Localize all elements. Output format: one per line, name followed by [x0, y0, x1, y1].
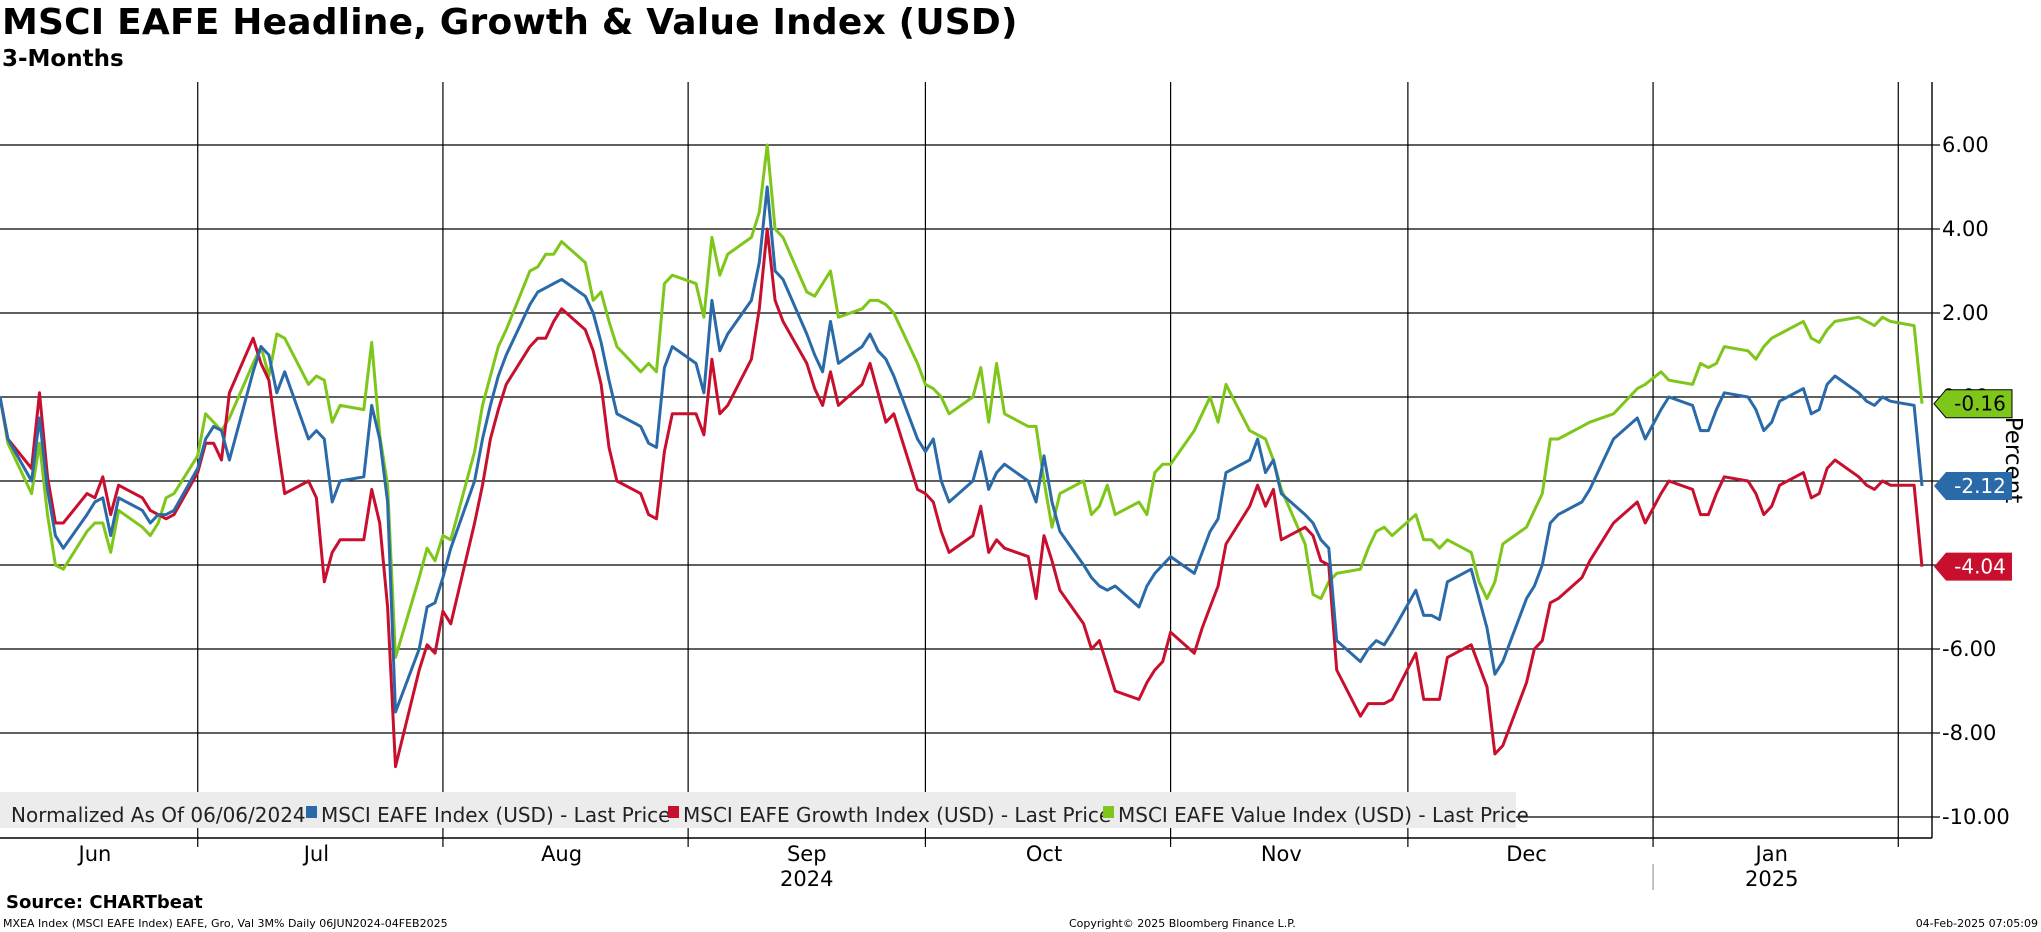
footer-ticker-info: MXEA Index (MSCI EAFE Index) EAFE, Gro, … [3, 917, 448, 930]
last-value-label: -4.04 [1954, 555, 2006, 579]
grid-layer [0, 82, 1932, 838]
badge-shape [1933, 389, 2013, 419]
x-month-label: Oct [1026, 842, 1062, 866]
x-month-label: Sep [787, 842, 827, 866]
series-line-value-index [0, 143, 1924, 659]
legend: Normalized As Of 06/06/2024 MSCI EAFE Ind… [0, 792, 1529, 828]
series-layer [0, 143, 1924, 769]
x-month-label: Jul [302, 842, 329, 866]
x-year-label: 2024 [780, 867, 833, 891]
x-month-label: Jan [1754, 842, 1788, 866]
x-month-label: Dec [1506, 842, 1547, 866]
y-tick-label: 4.00 [1942, 217, 1989, 241]
axis-layer: 6.004.002.000.00-2.00-4.00-6.00-8.00-10.… [0, 82, 2026, 891]
legend-label-value-index: MSCI EAFE Value Index (USD) - Last Price [1118, 803, 1529, 827]
last-value-badge-headline-index: -2.12 [1934, 472, 2012, 501]
last-value-badge-value-index: -0.16 [1933, 389, 2013, 419]
footer-copyright: Copyright© 2025 Bloomberg Finance L.P. [1069, 917, 1296, 930]
legend-swatch-growth-index [668, 806, 679, 818]
chart-subtitle: 3-Months [2, 46, 124, 72]
y-tick-label: -10.00 [1942, 805, 2010, 829]
x-month-label: Nov [1261, 842, 1302, 866]
y-tick-label: 6.00 [1942, 133, 1989, 157]
y-tick-label: -8.00 [1942, 721, 1996, 745]
legend-background [0, 792, 1516, 828]
badge-shape [1934, 552, 2012, 581]
legend-label-growth-index: MSCI EAFE Growth Index (USD) - Last Pric… [683, 803, 1111, 827]
y-tick-label: 2.00 [1942, 301, 1989, 325]
chart-title: MSCI EAFE Headline, Growth & Value Index… [2, 2, 1018, 43]
legend-prefix: Normalized As Of 06/06/2024 [11, 803, 306, 827]
footer-timestamp: 04-Feb-2025 07:05:09 [1915, 917, 2038, 930]
last-value-badge-growth-index: -4.04 [1934, 552, 2012, 581]
legend-swatch-value-index [1103, 806, 1114, 818]
x-month-label: Jun [77, 842, 112, 866]
series-line-headline-index [0, 185, 1924, 714]
last-value-label: -0.16 [1954, 392, 2006, 416]
y-tick-label: -6.00 [1942, 637, 1996, 661]
series-line-growth-index [0, 227, 1924, 769]
source-label: Source: CHARTbeat [6, 892, 203, 913]
legend-swatch-headline-index [306, 806, 317, 818]
last-value-label: -2.12 [1954, 474, 2006, 498]
legend-label-headline-index: MSCI EAFE Index (USD) - Last Price [321, 803, 670, 827]
x-year-label: 2025 [1745, 867, 1798, 891]
badge-shape [1934, 472, 2012, 501]
x-month-label: Aug [541, 842, 582, 866]
